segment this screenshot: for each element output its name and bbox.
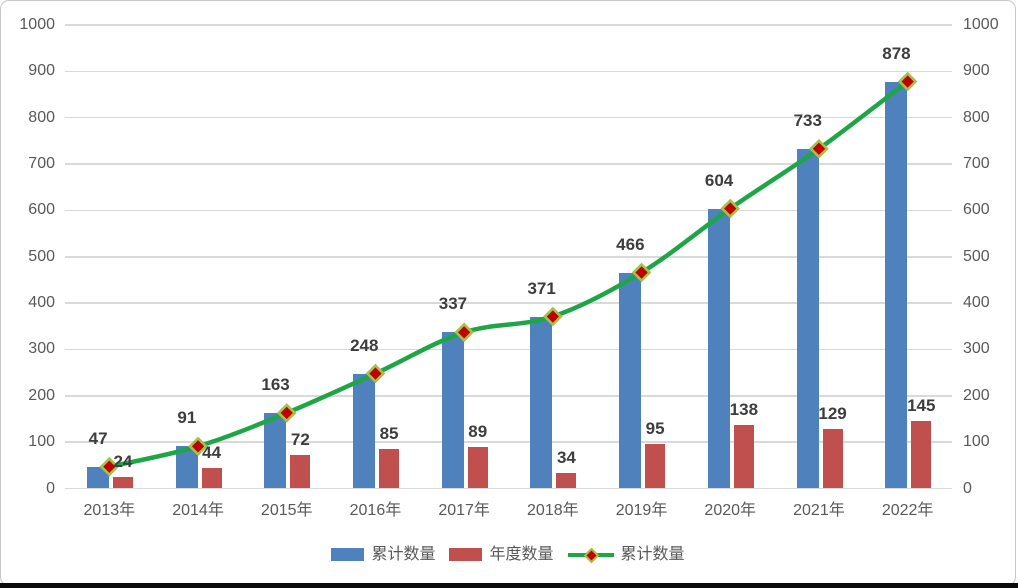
bar-label-annual: 95 [645,419,665,439]
y-axis-left-tick-label: 200 [28,386,55,404]
y-axis-right-tick-label: 600 [963,201,990,219]
bar-label-annual: 89 [468,422,488,442]
y-axis-right-tick-label: 500 [963,247,990,265]
y-axis-left-tick-label: 900 [28,62,55,80]
bar-label-annual: 145 [907,396,936,416]
bar-annual [911,421,932,489]
bar-label-cumulative: 878 [882,43,911,63]
legend-label: 累计数量 [620,546,685,563]
bar-cumulative [796,148,819,489]
bar-label-annual: 24 [113,452,133,472]
bar-annual [379,449,400,489]
x-axis-tick-label: 2015年 [260,502,313,519]
bar-label-annual: 72 [290,430,310,450]
bar-label-annual: 138 [729,399,759,419]
y-axis-left-tick-label: 100 [28,433,55,451]
gridline [65,487,952,490]
bar-label-cumulative: 371 [527,278,556,298]
x-axis-tick-label: 2021年 [793,502,845,519]
x-axis-tick-label: 2019年 [615,502,668,519]
bar-label-cumulative: 47 [88,428,108,448]
bar-label-cumulative: 163 [261,374,290,394]
y-axis-right-tick-label: 700 [963,155,990,173]
y-axis-right-tick-label: 300 [963,340,990,358]
bar-label-cumulative: 337 [438,294,468,314]
y-axis-right-tick-label: 100 [963,433,990,451]
y-axis-left-tick-label: 0 [46,479,55,497]
bar-label-cumulative: 466 [616,234,645,254]
x-axis-tick-label: 2016年 [349,502,402,519]
gridline [65,163,952,165]
y-axis-left-tick-label: 1000 [19,16,55,33]
x-axis-tick-label: 2020年 [704,502,757,519]
legend-swatch-trend-line [567,547,614,563]
bar-label-annual: 129 [818,403,847,423]
bar-annual [645,444,666,489]
gridline [65,70,952,73]
bottom-border-line [0,583,1018,588]
legend-label: 累计数量 [371,546,436,563]
bar-label-annual: 85 [379,424,399,444]
bar-cumulative [885,81,908,489]
gridline [65,441,952,443]
x-axis-tick-label: 2017年 [438,502,490,519]
bar-annual [556,472,577,489]
gridline [65,209,952,212]
bar-annual [112,477,133,489]
y-axis-right-tick-label: 800 [963,108,990,126]
legend-line-marker [583,547,599,563]
legend-item: 累计数量 [331,546,435,563]
y-axis-left-tick-label: 300 [28,340,55,358]
x-axis-tick-label: 2022年 [881,502,934,519]
bar-label-cumulative: 604 [704,170,734,190]
bar-annual [822,428,843,489]
y-axis-right-tick-label: 400 [963,294,990,312]
y-axis-left-tick-label: 600 [28,201,55,219]
gridline [65,24,952,26]
y-axis-left-tick-label: 800 [28,108,55,126]
legend-item: 年度数量 [449,546,554,563]
gridline [65,348,952,351]
legend: 累计数量 年度数量 累计数量 [1,546,1015,563]
bar-cumulative [707,208,730,489]
bar-label-cumulative: 91 [177,408,197,428]
bar-annual [290,455,311,489]
bar-label-cumulative: 248 [350,335,379,355]
y-axis-right-tick-label: 1000 [963,16,999,33]
bar-label-annual: 44 [202,443,222,463]
legend-item: 累计数量 [567,546,685,563]
bar-annual [201,468,222,489]
x-axis-tick-label: 2013年 [83,502,136,519]
x-axis-tick-label: 2018年 [527,502,579,519]
bar-cumulative [619,272,642,489]
bar-cumulative [441,332,464,489]
gridline [65,255,952,258]
y-axis-left-tick-label: 400 [28,294,55,312]
y-axis-right-tick-label: 900 [963,62,990,80]
legend-swatch-cumulative-bar [331,548,365,561]
legend-label: 年度数量 [489,546,554,563]
y-axis-right-tick-label: 0 [963,479,972,497]
bar-annual [733,424,754,489]
bar-cumulative [264,412,287,489]
y-axis-left-tick-label: 700 [28,155,55,173]
legend-swatch-annual-bar [449,548,483,561]
bar-label-cumulative: 733 [793,110,822,130]
bar-label-annual: 34 [556,447,576,467]
trend-line [108,79,909,469]
bar-annual [467,447,488,489]
x-axis-tick-label: 2014年 [172,502,224,519]
gridline [65,302,952,304]
y-axis-left-tick-label: 500 [28,247,55,265]
y-axis-right-tick-label: 200 [963,386,990,404]
gridline [65,395,952,397]
